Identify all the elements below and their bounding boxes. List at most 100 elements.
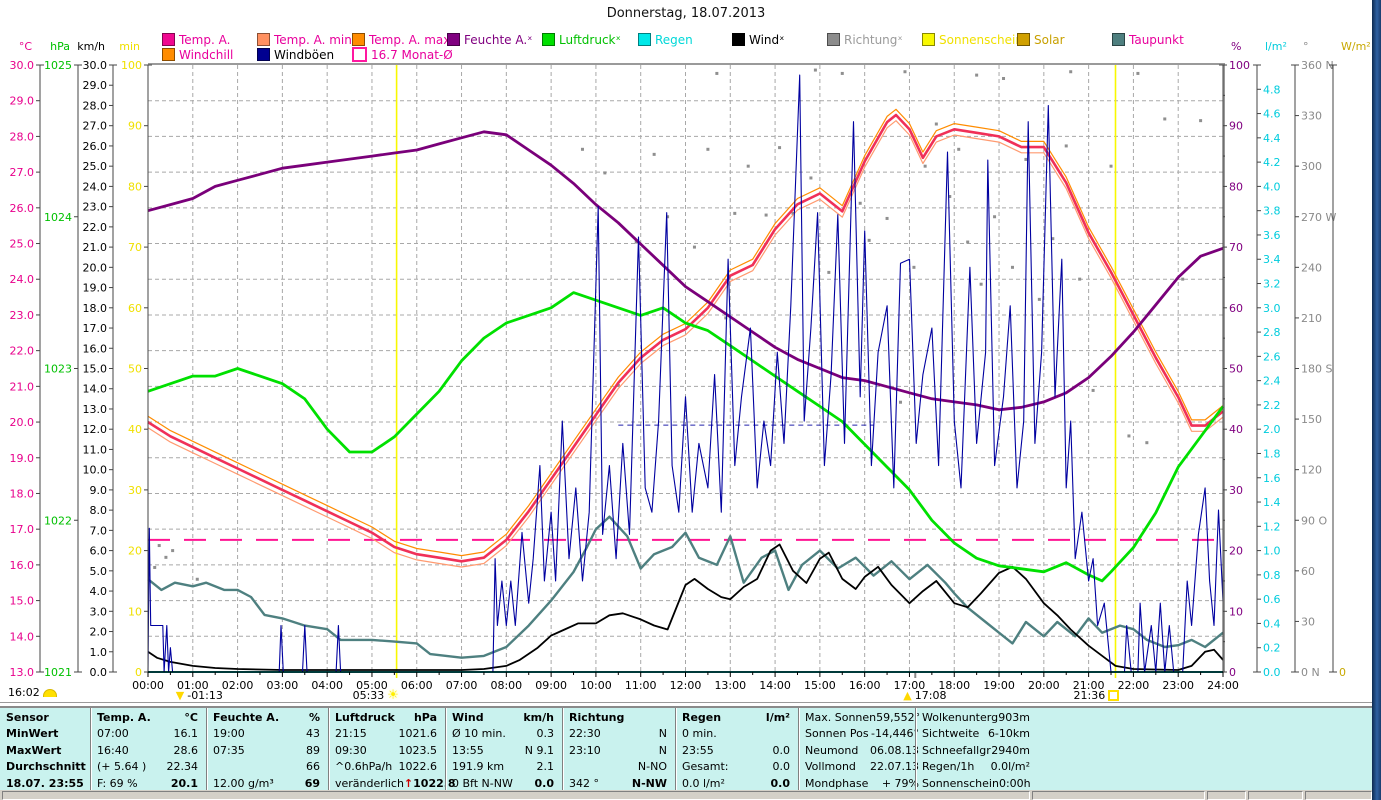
table-col-header: Luftdruck hPa (329, 709, 443, 725)
cell-value: 1023.5 (398, 743, 438, 757)
info-label: Wolkenunterg (922, 710, 999, 724)
tick-label: 22.0 (83, 221, 108, 234)
moon-icon (42, 688, 57, 697)
table-cell: 23:10 N (563, 742, 673, 758)
cell-value: N-NO (637, 760, 667, 774)
tick-label: 330 (1301, 110, 1322, 123)
tick-label: 2.2 (1263, 399, 1281, 412)
cell-value: 1022.6 (398, 760, 438, 774)
table-cell: 13:55 N 9.1 (446, 742, 560, 758)
legend-item-regen: Regen (638, 33, 693, 47)
moon-down-arrow-icon: ▼ (175, 688, 185, 702)
table-cell: N-NO (563, 759, 673, 775)
tick-label: 17.0 (83, 322, 108, 335)
tick-label: 30 (1229, 484, 1243, 497)
table-row-label: 18.07. 23:55 (0, 775, 88, 791)
tick-label: 14.0 (10, 630, 35, 643)
tick-label: 28.0 (10, 130, 35, 143)
cell-label: 07:00 (97, 727, 129, 741)
cell-label: 342 ° (569, 776, 599, 790)
info-line: Schneefallgr 2940m (916, 742, 1036, 758)
series-temp_max-line (147, 108, 1224, 557)
table-cell: 0.0 l/m² 0.0 (676, 775, 796, 791)
info-label: Max. Sonnen (805, 710, 877, 724)
tick-label: 22.0 (10, 345, 35, 358)
info-line: Sonnen Pos -14,446° (799, 726, 925, 742)
info-label: Vollmond (805, 760, 856, 774)
cell-label: 23:55 (682, 743, 714, 757)
tick-label: 16.0 (10, 559, 35, 572)
cell-value: 28.6 (173, 743, 199, 757)
cell-value: 0.0 (772, 743, 791, 757)
legend-item-feuchte-a-: Feuchte A.ˣ (447, 33, 532, 47)
cell-value: 66 (306, 760, 320, 774)
tick-label: 20 (128, 545, 142, 558)
table-row-label: Sensor (0, 709, 88, 725)
tick-label: 26.0 (83, 140, 108, 153)
axis-pct: % 0 10 20 30 40 50 60 70 80 90 100 (1219, 40, 1250, 679)
tick-label: 80 (128, 180, 142, 193)
time-tick-label: 17:00 (894, 679, 926, 692)
tick-label: 60 (128, 302, 142, 315)
time-tick-label: 10:00 (580, 679, 612, 692)
tick-label: 150 (1301, 413, 1322, 426)
tick-label: 1.4 (1263, 496, 1281, 509)
legend-item-windchill: Windchill (162, 48, 233, 62)
cell-label: 16:40 (97, 743, 129, 757)
cell-value: 20.1 (170, 776, 198, 790)
tick-label: 2.8 (1263, 326, 1281, 339)
col-header-name: Richtung (569, 710, 625, 724)
cell-label: Ø 10 min. (452, 727, 506, 741)
tick-label: 9.0 (90, 484, 108, 497)
axis-hPa: hPa 1021 1022 1023 1024 1025 (44, 40, 82, 679)
status-segment-0 (2, 791, 1030, 800)
tick-label: 0.8 (1263, 569, 1281, 582)
table-cell: 0 Bft N-NW 0.0 (446, 775, 560, 791)
tick-label: 80 (1229, 180, 1243, 193)
tick-label: 0.4 (1263, 617, 1281, 630)
page-title: Donnerstag, 18.07.2013 (606, 6, 766, 21)
tick-label: 13.0 (10, 666, 35, 679)
cell-value: 1022.8 (413, 776, 456, 790)
series-temp-line (147, 113, 1224, 563)
info-label: Sonnen Pos (805, 727, 869, 741)
table-cell: 21:15 1021.6 (329, 726, 443, 742)
info-value: 0:00h (998, 776, 1031, 790)
cell-value: 0.0 (772, 760, 791, 774)
row-label-text: 18.07. 23:55 (6, 776, 84, 790)
tick-label: 23.0 (83, 201, 108, 214)
time-tick-label: 08:00 (490, 679, 522, 692)
status-segment-2 (1207, 791, 1246, 800)
cell-value: 69 (304, 776, 320, 790)
time-tick-label: 00:00 (132, 679, 164, 692)
info-label: Regen/1h (922, 760, 975, 774)
tick-label: 18.0 (10, 487, 35, 500)
legend-swatch-icon (1112, 33, 1125, 46)
tick-label: 14.0 (83, 383, 108, 396)
info-line: Sichtweite 6-10km (916, 726, 1036, 742)
tick-label: 90 O (1301, 514, 1327, 527)
table-row-label: MaxWert (0, 742, 88, 758)
info-line: Mondphase + 79% (799, 775, 925, 791)
legend-swatch-icon (162, 48, 175, 61)
tick-label: 300 (1301, 160, 1322, 173)
cell-label: 09:30 (335, 743, 367, 757)
tick-label: 10 (1229, 605, 1243, 618)
table-cell: 342 ° N-NW (563, 775, 673, 791)
cell-value: 0.3 (536, 727, 555, 741)
cell-value: N (658, 727, 667, 741)
tick-label: 15.0 (10, 595, 35, 608)
tick-label: 3.8 (1263, 205, 1281, 218)
legend-swatch-icon (352, 33, 365, 46)
table-cell: 66 (207, 759, 326, 775)
tick-label: 16.0 (83, 342, 108, 355)
table-col-richtung: Richtung 22:30 N 23:10 N N-NO 342 ° N-NW (562, 708, 673, 792)
legend-label: Richtungˣ (844, 32, 903, 47)
legend-swatch-icon (732, 33, 745, 46)
legend-label: Solar (1034, 32, 1065, 47)
info-value: 2940m (991, 743, 1030, 757)
tick-label: 18.0 (83, 302, 108, 315)
table-cell: (+ 5.64 ) 22.34 (91, 759, 204, 775)
legend-item-richtung-: Richtungˣ (827, 32, 903, 47)
info-line: Max. Sonnen 59,552° (799, 709, 925, 725)
